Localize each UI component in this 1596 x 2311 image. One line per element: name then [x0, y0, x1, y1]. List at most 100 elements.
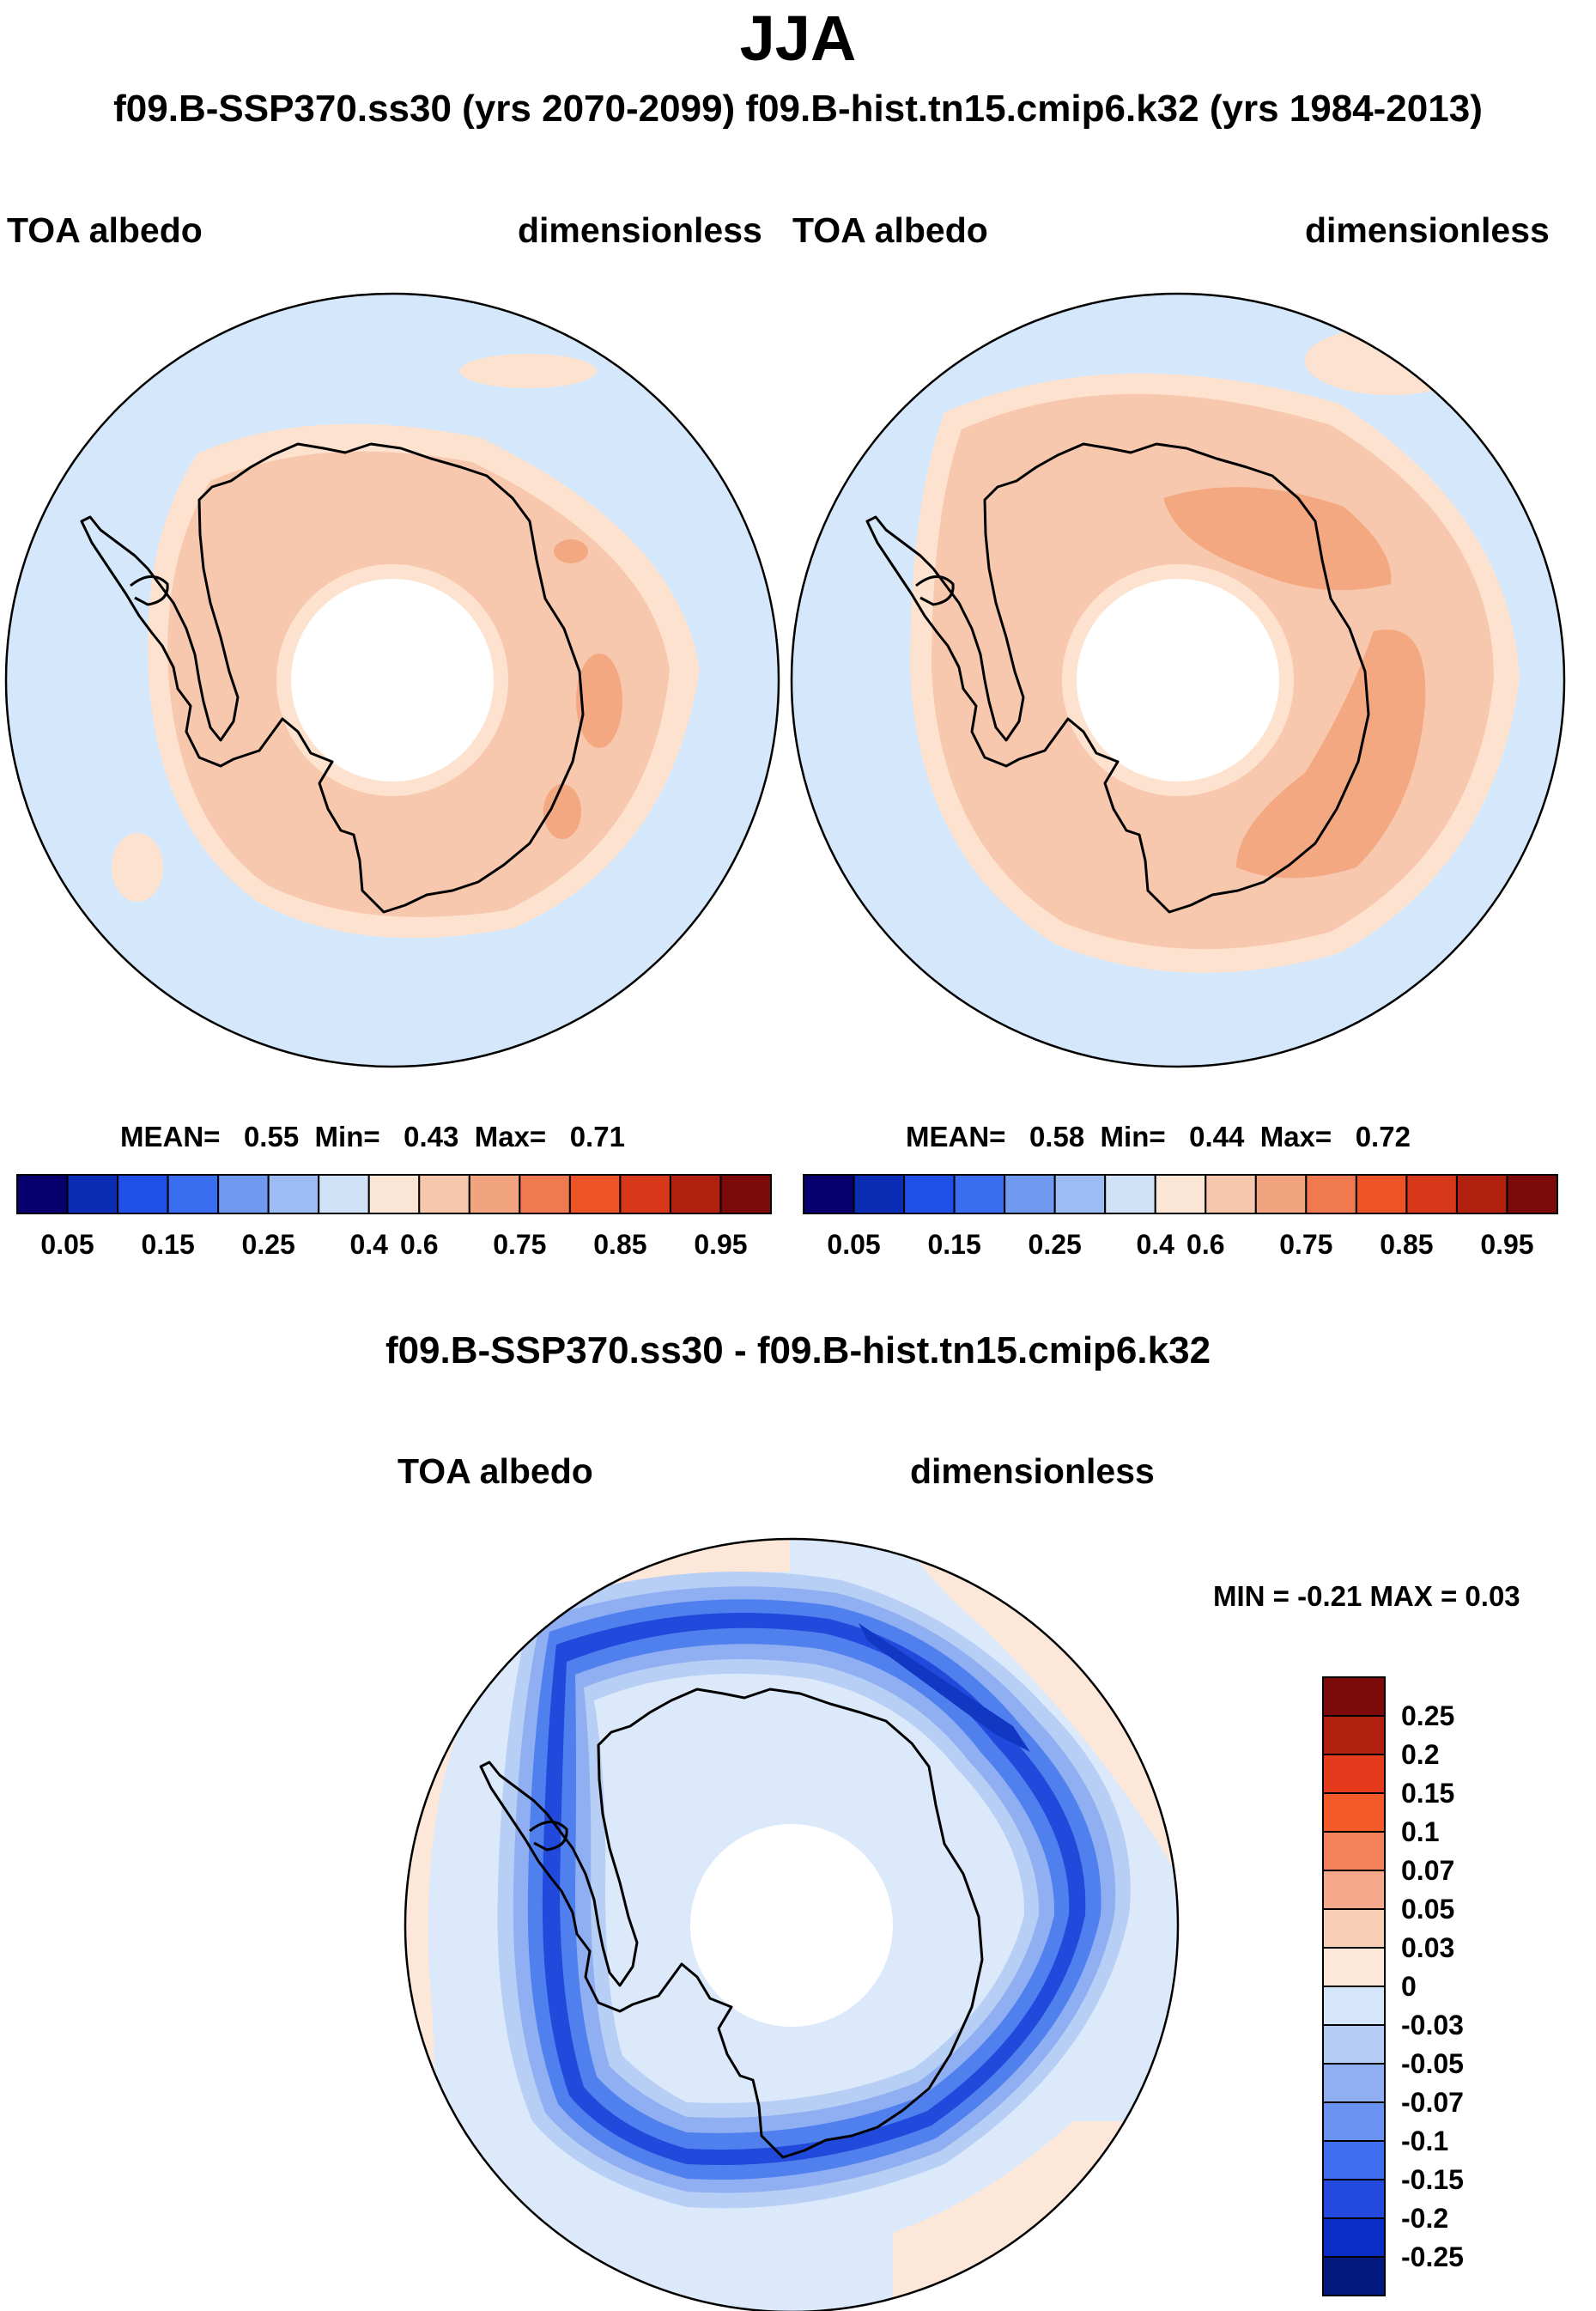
panel2-map — [792, 294, 1564, 1067]
diff-colorbar-tick-label: 0.03 — [1401, 1932, 1454, 1963]
panel1-mean-label: MEAN= — [120, 1121, 221, 1152]
panel1-mean-value: 0.55 — [243, 1121, 300, 1152]
colorbar-panel1: 0.05 0.15 0.25 0.4 0.6 0.75 0.85 0.95 — [16, 1174, 773, 1260]
diff-border — [404, 1537, 1180, 2311]
panel2-max-label: Max= — [1259, 1121, 1332, 1152]
colorbar2-swatch — [803, 1174, 855, 1214]
diff-variable-label: TOA albedo — [397, 1451, 593, 1491]
diff-colorbar-swatch — [1322, 2063, 1386, 2103]
colorbar1-swatch — [619, 1174, 671, 1214]
diff-colorbar-tick-label: -0.15 — [1401, 2164, 1464, 2195]
season-title: JJA — [739, 3, 857, 74]
diff-colorbar-swatch — [1322, 1947, 1386, 1987]
diff-colorbar-tick-label: -0.25 — [1401, 2241, 1464, 2272]
diff-colorbar-swatch — [1322, 2101, 1386, 2142]
diff-colorbar-tick-label: 0.25 — [1401, 1700, 1454, 1731]
colorbar1-tick-label: 0.15 — [141, 1229, 194, 1260]
diff-colorbar-tick-label: -0.05 — [1401, 2048, 1464, 2079]
diff-colorbar-tick-label: 0.1 — [1401, 1816, 1439, 1847]
colorbar1-tick-label: 0.6 — [400, 1229, 438, 1260]
colorbar1-swatch — [669, 1174, 722, 1214]
panel1-max-label: Max= — [474, 1121, 547, 1152]
panel1-min-label: Min= — [314, 1121, 380, 1152]
colorbar1-swatch — [217, 1174, 270, 1214]
panel2-north-cream-patch — [1305, 326, 1477, 395]
colorbar2-swatch — [1004, 1174, 1056, 1214]
panel2-max-value: 0.72 — [1355, 1121, 1411, 1152]
colorbar1-tick-label: 0.95 — [694, 1229, 747, 1260]
diff-colorbar-swatch — [1322, 2140, 1386, 2180]
diff-colorbar-swatch — [1322, 1676, 1386, 1717]
colorbar2-tick-label: 0.25 — [1029, 1229, 1082, 1260]
diff-colorbar-swatch — [1322, 1870, 1386, 1910]
diff-darkest-streak — [859, 1623, 1030, 1752]
colorbar1-swatch — [66, 1174, 119, 1214]
colorbar2-swatch — [1305, 1174, 1357, 1214]
diff-title: f09.B-SSP370.ss30 - f09.B-hist.tn15.cmip… — [385, 1329, 1211, 1371]
colorbar1-swatch — [267, 1174, 320, 1214]
colorbar1-swatch — [519, 1174, 571, 1214]
diff-colorbar-swatch — [1322, 1792, 1386, 1833]
diff-colorbar-tick-label: -0.2 — [1401, 2203, 1448, 2234]
colorbar1-swatch — [117, 1174, 169, 1214]
colorbar2-tick-label: 0.6 — [1186, 1229, 1224, 1260]
colorbar-diff: 0.25 0.2 0.15 0.1 0.07 0.05 0.03 0 -0.03 -0.05 -0.… — [1322, 1676, 1464, 2296]
panel1-stats: MEAN= 0.55 Min= 0.43 Max= 0.71 — [120, 1121, 625, 1153]
diff-colorbar-tick-label: 0.05 — [1401, 1894, 1454, 1925]
colorbar1-swatch — [318, 1174, 370, 1214]
diff-colorbar-swatch — [1322, 1754, 1386, 1794]
panel1-map — [6, 294, 779, 1067]
colorbar2-tick-label: 0.05 — [827, 1229, 880, 1260]
panel2-high-patch-east — [1236, 629, 1426, 879]
diff-minmax: MIN = -0.21 MAX = 0.03 — [1213, 1580, 1520, 1612]
case-subtitle: f09.B-SSP370.ss30 (yrs 2070-2099) f09.B-… — [113, 88, 1483, 130]
panel2-mean-label: MEAN= — [906, 1121, 1006, 1152]
panel1-high-patch-south — [543, 784, 581, 839]
colorbar2-tick-label: 0.15 — [927, 1229, 980, 1260]
diff-colorbar-tick-label: -0.03 — [1401, 2010, 1464, 2040]
diff-colorbar-tick-label: 0.07 — [1401, 1855, 1454, 1886]
colorbar1-swatch — [568, 1174, 622, 1214]
diff-colorbar-tick-label: 0 — [1401, 1971, 1417, 2002]
colorbar1-tick-label: 0.25 — [242, 1229, 295, 1260]
colorbar2-swatch — [853, 1174, 906, 1214]
colorbar2-swatch — [1254, 1174, 1308, 1214]
panel1-high-patch-east — [576, 654, 622, 748]
colorbar1-tick-label: 0.05 — [40, 1229, 94, 1260]
colorbar2-tick-label: 0.4 — [1136, 1229, 1174, 1260]
colorbar1-swatch — [719, 1174, 773, 1214]
diff-colorbar-tick-label: -0.07 — [1401, 2087, 1464, 2118]
colorbar2-swatch — [1154, 1174, 1207, 1214]
colorbar2-swatch — [1506, 1174, 1559, 1214]
colorbar2-swatch — [1355, 1174, 1408, 1214]
colorbar2-tick-label: 0.75 — [1279, 1229, 1332, 1260]
colorbar1-swatch — [167, 1174, 220, 1214]
diff-colorbar-swatch — [1322, 2179, 1386, 2219]
colorbar2-swatch — [1053, 1174, 1107, 1214]
colorbar-panel2: 0.05 0.15 0.25 0.4 0.6 0.75 0.85 0.95 — [803, 1174, 1559, 1260]
diff-colorbar-tick-label: 0.2 — [1401, 1739, 1439, 1770]
diff-colorbar-swatch — [1322, 1715, 1386, 1755]
diff-colorbar-tick-label: -0.1 — [1401, 2126, 1448, 2156]
colorbar1-swatch — [418, 1174, 470, 1214]
panel2-pole-hole — [1077, 579, 1279, 781]
panel1-west-cream-patch — [112, 833, 163, 902]
colorbar1-tick-label: 0.4 — [349, 1229, 388, 1260]
panel1-units-label: dimensionless — [518, 210, 762, 250]
panel1-pole-hole — [291, 579, 494, 781]
diff-colorbar-swatch — [1322, 2217, 1386, 2258]
panel1-border — [4, 292, 780, 1068]
diff-colorbar-swatch — [1322, 2024, 1386, 2065]
colorbar2-tick-label: 0.95 — [1480, 1229, 1533, 1260]
panel2-high-patch-north — [1163, 487, 1392, 591]
colorbar1-swatch — [16, 1174, 69, 1214]
panel2-stats: MEAN= 0.58 Min= 0.44 Max= 0.72 — [906, 1121, 1411, 1153]
panel2-units-label: dimensionless — [1305, 210, 1550, 250]
panel1-high-patch-north — [554, 539, 588, 563]
diff-pole-hole — [690, 1824, 893, 2027]
panel2-border — [790, 292, 1566, 1068]
panel1-max-value: 0.71 — [569, 1121, 625, 1152]
panel2-mean-value: 0.58 — [1029, 1121, 1085, 1152]
panel1-min-value: 0.43 — [404, 1121, 459, 1152]
